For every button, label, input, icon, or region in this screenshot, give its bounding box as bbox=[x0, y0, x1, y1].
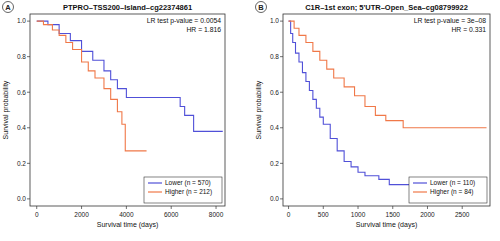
y-tick bbox=[27, 56, 30, 57]
survival-curve bbox=[37, 21, 223, 131]
x-tick-label: 2500 bbox=[455, 211, 470, 218]
y-tick bbox=[27, 198, 30, 199]
x-tick bbox=[462, 206, 463, 209]
curves bbox=[37, 21, 223, 151]
y-tick-label: 0.6 bbox=[270, 89, 279, 96]
survival-curve bbox=[289, 21, 483, 185]
title: PTPRO–TSS200–Island–cg22374861 bbox=[63, 3, 192, 12]
panel: A PTPRO–TSS200–Island–cg22374861 0 2000 4000… bbox=[2, 2, 225, 230]
legend-label: Higher (n = 84) bbox=[430, 188, 474, 196]
y-tick bbox=[280, 163, 283, 164]
y-tick-label: 0.2 bbox=[17, 160, 26, 167]
x-tick-label: 1500 bbox=[386, 211, 401, 218]
x-tick bbox=[358, 206, 359, 209]
title: C1R–1st exon; 5'UTR–Open_Sea–cg08799922 bbox=[305, 3, 468, 12]
x-tick bbox=[323, 206, 324, 209]
annotation: HR = 1.816 bbox=[186, 26, 221, 33]
plot-frame bbox=[283, 14, 490, 206]
x-tick-label: 0 bbox=[35, 211, 39, 218]
x-axis-label: Survival time (days) bbox=[97, 221, 158, 229]
legend-label: Lower (n = 110) bbox=[430, 179, 475, 187]
x-tick bbox=[81, 206, 82, 209]
x-tick bbox=[126, 206, 127, 209]
x-tick bbox=[216, 206, 217, 209]
y-tick bbox=[27, 92, 30, 93]
y-tick bbox=[280, 92, 283, 93]
y-tick-label: 0.8 bbox=[270, 53, 279, 60]
y-tick bbox=[27, 163, 30, 164]
y-tick bbox=[27, 127, 30, 128]
y-tick-label: 1.0 bbox=[270, 17, 279, 24]
legend: Lower (n = 570)Higher (n = 212) bbox=[144, 177, 222, 203]
annotation: LR test p-value = 3e–08 bbox=[414, 17, 487, 25]
annotation: LR test p-value = 0.0054 bbox=[147, 17, 221, 25]
y-tick-label: 0.0 bbox=[270, 195, 279, 202]
y-axis-label: Survival probability bbox=[255, 80, 263, 139]
x-axis-label: Survival time (days) bbox=[356, 221, 417, 229]
panel-label: A bbox=[5, 3, 11, 12]
legend-label: Higher (n = 212) bbox=[165, 188, 212, 196]
survival-curve bbox=[289, 21, 487, 128]
legend-swatch bbox=[413, 182, 427, 183]
y-tick bbox=[280, 21, 283, 22]
legend-swatch bbox=[413, 191, 427, 192]
x-tick bbox=[36, 206, 37, 209]
x-tick bbox=[392, 206, 393, 209]
y-axis-label: Survival probability bbox=[2, 80, 10, 139]
panel-label: B bbox=[258, 3, 264, 12]
survival-curve bbox=[37, 21, 147, 151]
y-tick-label: 0.8 bbox=[17, 53, 26, 60]
legend-swatch bbox=[148, 182, 162, 183]
x-tick bbox=[288, 206, 289, 209]
y-tick bbox=[280, 198, 283, 199]
x-tick-label: 0 bbox=[287, 211, 291, 218]
x-tick bbox=[171, 206, 172, 209]
x-tick-label: 8000 bbox=[209, 211, 224, 218]
x-tick-label: 6000 bbox=[164, 211, 179, 218]
plot-frame bbox=[30, 14, 225, 206]
y-tick-label: 0.0 bbox=[17, 195, 26, 202]
x-tick bbox=[427, 206, 428, 209]
panel: B C1R–1st exon; 5'UTR–Open_Sea–cg08799922… bbox=[255, 2, 490, 230]
panel-label-circle bbox=[256, 2, 267, 13]
panel-label-circle bbox=[3, 2, 14, 13]
y-tick bbox=[280, 56, 283, 57]
y-tick bbox=[27, 21, 30, 22]
legend-swatch bbox=[148, 191, 162, 192]
x-tick-label: 2000 bbox=[74, 211, 89, 218]
legend-box bbox=[409, 177, 487, 203]
curves bbox=[289, 21, 487, 185]
y-tick-label: 1.0 bbox=[17, 17, 26, 24]
x-tick-label: 4000 bbox=[119, 211, 134, 218]
y-tick-label: 0.6 bbox=[17, 89, 26, 96]
legend-label: Lower (n = 570) bbox=[165, 179, 211, 187]
y-tick-label: 0.2 bbox=[270, 160, 279, 167]
y-tick bbox=[280, 127, 283, 128]
x-tick-label: 1000 bbox=[351, 211, 366, 218]
x-tick-label: 2000 bbox=[420, 211, 435, 218]
annotation: HR = 0.331 bbox=[451, 26, 486, 33]
y-tick-label: 0.4 bbox=[17, 124, 26, 131]
legend: Lower (n = 110)Higher (n = 84) bbox=[409, 177, 487, 203]
legend-box bbox=[144, 177, 222, 203]
figure: A PTPRO–TSS200–Island–cg22374861 0 2000 4000… bbox=[0, 0, 500, 241]
y-tick-label: 0.4 bbox=[270, 124, 279, 131]
x-tick-label: 500 bbox=[318, 211, 329, 218]
